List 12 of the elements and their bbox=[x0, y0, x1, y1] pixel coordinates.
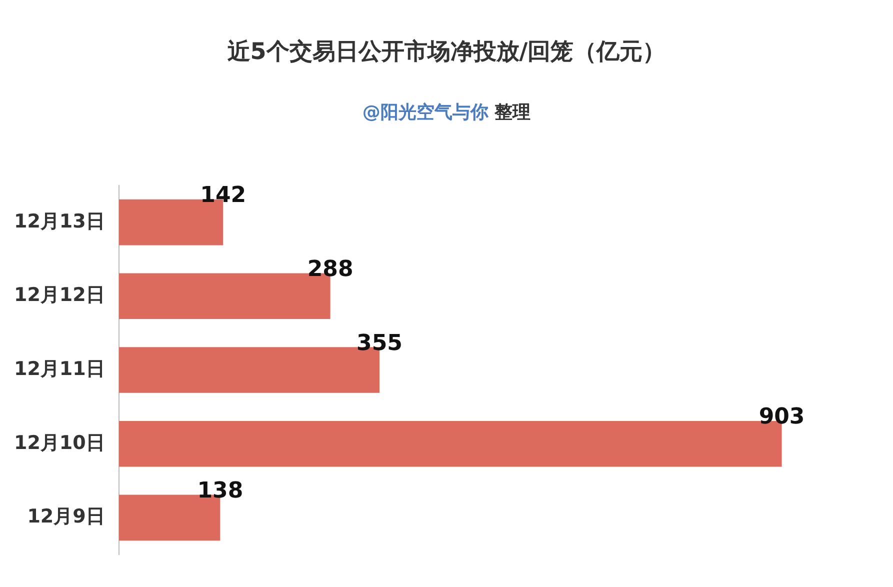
data-label: 142 bbox=[200, 183, 246, 208]
y-tick-label: 12月11日 bbox=[14, 358, 105, 380]
y-tick-label: 12月10日 bbox=[14, 432, 105, 454]
y-tick-label: 12月9日 bbox=[27, 506, 105, 528]
data-label: 903 bbox=[758, 404, 805, 430]
data-label: 138 bbox=[197, 478, 244, 504]
chart-title: 近5个交易日公开市场净投放/回笼（亿元） bbox=[226, 38, 667, 67]
chart-subtitle: @阳光空气与你 整理 bbox=[361, 101, 532, 124]
data-label: 288 bbox=[307, 256, 354, 282]
y-tick-label: 12月12日 bbox=[14, 284, 105, 306]
y-tick-label: 12月13日 bbox=[14, 210, 105, 232]
data-label: 355 bbox=[356, 330, 402, 356]
